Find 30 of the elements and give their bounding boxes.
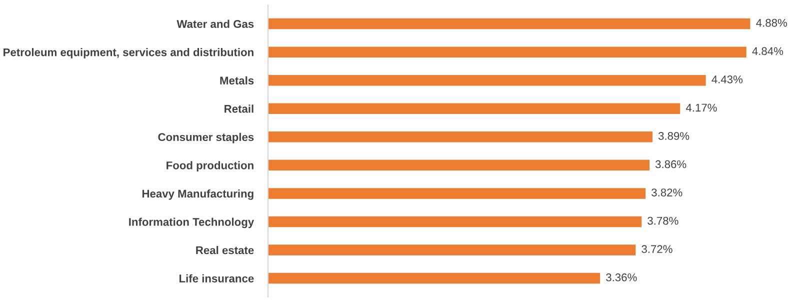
y-tick-label: Water and Gas: [176, 20, 254, 28]
bar: [268, 132, 652, 142]
y-tick-label: Real estate: [196, 246, 254, 254]
bar: [268, 188, 646, 199]
bar: [268, 74, 706, 86]
y-tick-label: Consumer staples: [158, 132, 254, 144]
bar: [268, 216, 642, 228]
bar: [268, 103, 680, 114]
data-label: 3.78%: [648, 216, 678, 225]
y-tick-label: Heavy Manufacturing: [142, 189, 254, 200]
data-label: 3.36%: [606, 273, 637, 282]
data-label: 3.72%: [642, 245, 672, 254]
data-label: 4.43%: [712, 75, 743, 84]
bar: [268, 46, 746, 58]
bar: [268, 18, 750, 30]
bar: [268, 272, 600, 284]
data-label: 4.17%: [686, 104, 717, 112]
data-label: 4.88%: [756, 18, 787, 27]
y-tick-label: Food production: [166, 161, 254, 172]
data-label: 3.86%: [655, 160, 686, 168]
y-tick-label: Life insurance: [180, 274, 254, 282]
data-label: 3.82%: [652, 188, 682, 196]
bar: [268, 160, 650, 171]
bar: [268, 244, 636, 256]
y-tick-label: Metals: [220, 76, 254, 84]
y-tick-label: Petroleum equipment, services and distribution: [4, 48, 254, 58]
data-label: 3.89%: [658, 132, 690, 140]
y-tick-label: Retail: [224, 104, 254, 113]
data-label: 4.84%: [752, 47, 784, 56]
y-tick-label: Information Technology: [129, 218, 254, 228]
